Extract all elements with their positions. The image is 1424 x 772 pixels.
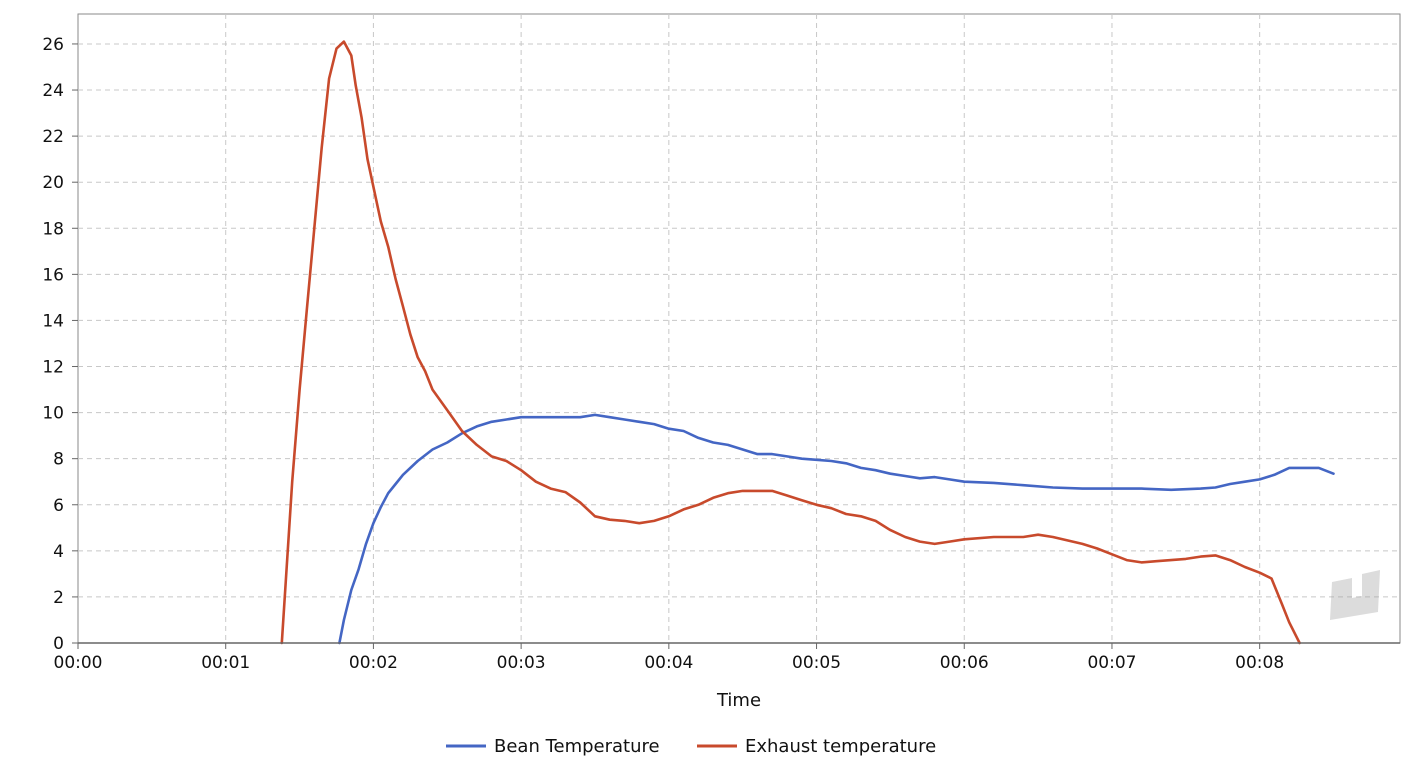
y-tick-label: 26 [42, 35, 64, 55]
y-tick-label: 24 [42, 81, 64, 101]
y-tick-label: 18 [42, 219, 64, 239]
x-tick-label: 00:05 [792, 653, 841, 673]
grid-lines [78, 14, 1400, 643]
y-tick-label: 0 [53, 634, 64, 654]
plot-area [77, 13, 1401, 644]
x-tick-label: 00:06 [940, 653, 989, 673]
y-tick-label: 16 [42, 265, 64, 285]
series-line-exhaust-temperature [280, 40, 1301, 645]
y-tick-label: 8 [53, 450, 64, 470]
x-axis-tick-labels: 00:00 00:01 00:02 00:03 00:04 00:05 00:06 00:07… [54, 643, 1284, 673]
y-tick-label: 12 [42, 358, 64, 378]
y-tick-label: 20 [42, 173, 64, 193]
x-tick-label: 00:02 [349, 653, 398, 673]
y-tick-label: 10 [42, 404, 64, 424]
x-axis-title: Time [716, 690, 761, 711]
logo-watermark-icon [1330, 570, 1380, 620]
y-tick-label: 22 [42, 127, 64, 147]
legend-label-bean-temperature: Bean Temperature [494, 736, 660, 757]
legend-label-exhaust-temperature: Exhaust temperature [745, 736, 936, 757]
x-tick-label: 00:04 [644, 653, 693, 673]
x-tick-label: 00:08 [1235, 653, 1284, 673]
x-tick-label: 00:03 [497, 653, 546, 673]
y-tick-label: 4 [53, 542, 64, 562]
y-tick-label: 6 [53, 496, 64, 516]
legend: Bean Temperature Exhaust temperature [446, 736, 936, 757]
x-tick-label: 00:07 [1087, 653, 1136, 673]
y-tick-label: 2 [53, 588, 64, 608]
series-line-bean-temperature [338, 413, 1335, 645]
y-tick-label: 14 [42, 311, 64, 331]
x-tick-label: 00:00 [54, 653, 103, 673]
x-tick-label: 00:01 [201, 653, 250, 673]
series-lines [280, 40, 1335, 645]
